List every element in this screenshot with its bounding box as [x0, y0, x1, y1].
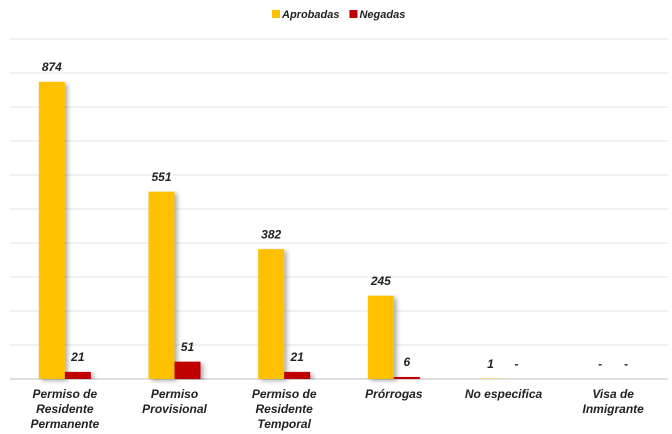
bar [393, 376, 420, 379]
legend-label: Aprobadas [281, 9, 339, 21]
legend-swatch [272, 10, 280, 18]
value-label: 6 [403, 355, 410, 369]
value-label: 874 [42, 60, 62, 74]
bar [148, 191, 175, 379]
bar [258, 249, 285, 379]
x-tick-line: Permiso de [252, 387, 317, 401]
x-tick-line: Inmigrante [582, 402, 644, 416]
legend: Aprobadas Negadas [272, 9, 405, 21]
x-tick-line: Provisional [142, 402, 207, 416]
value-label: - [598, 357, 602, 371]
value-label: 51 [181, 340, 195, 354]
x-tick-label: Prórrogas [365, 387, 423, 401]
x-tick-label: Permiso Provisional [142, 387, 207, 416]
bar [367, 295, 394, 379]
x-tick-line: Permiso [151, 387, 198, 401]
value-label: 382 [261, 227, 281, 241]
value-label: - [624, 357, 628, 371]
x-tick-line: No especifica [465, 387, 543, 401]
bar [64, 371, 91, 379]
value-label: 21 [289, 350, 304, 364]
x-tick-line: Permanente [30, 417, 99, 431]
x-tick-label: Visa de Inmigrante [582, 387, 644, 416]
bar [38, 81, 65, 379]
value-label: 245 [370, 274, 391, 288]
x-tick-label: Permiso de Residente Permanente [30, 387, 99, 431]
bar [174, 361, 201, 379]
x-tick-line: Residente [255, 402, 313, 416]
value-label: 21 [70, 350, 85, 364]
x-tick-line: Residente [36, 402, 94, 416]
value-label: 1 [487, 357, 494, 371]
value-label: 551 [151, 170, 171, 184]
x-tick-line: Permiso de [32, 387, 97, 401]
legend-swatch [349, 10, 358, 18]
value-label: - [515, 357, 519, 371]
x-tick-line: Visa de [592, 387, 634, 401]
x-tick-label: Permiso de Residente Temporal [252, 387, 317, 431]
bar [284, 371, 311, 379]
legend-label: Negadas [359, 9, 405, 21]
x-tick-line: Prórrogas [365, 387, 423, 401]
x-tick-label: No especifica [465, 387, 543, 401]
x-tick-line: Temporal [257, 417, 311, 431]
